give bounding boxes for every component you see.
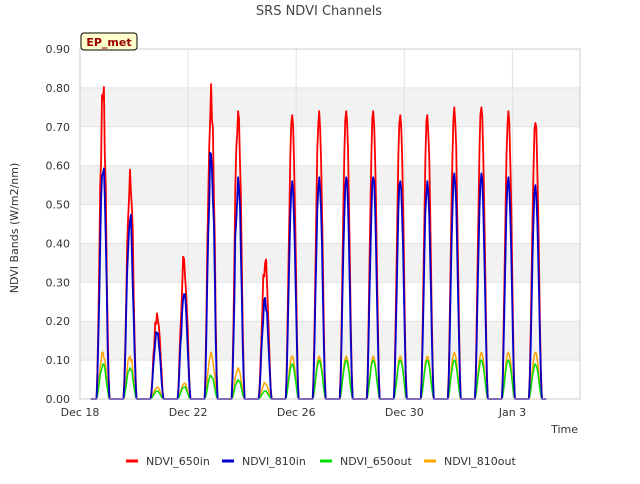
series-line-ndvi-650out: [90, 359, 547, 400]
y-tick-label: 0.10: [46, 354, 71, 367]
y-tick-label: 0.90: [46, 43, 71, 56]
legend-item-ndvi-810out[interactable]: NDVI_810out: [424, 455, 516, 468]
y-axis-ticks: 0.00 0.10 0.20 0.30 0.40 0.50 0.60 0.70 0.80 0.90: [46, 43, 71, 406]
x-axis-ticks: Dec 18 Dec 22 Dec 26 Dec 30 Jan 3: [61, 406, 527, 419]
y-tick-label: 0.00: [46, 393, 71, 406]
y-tick-label: 0.20: [46, 315, 71, 328]
legend-item-ndvi-650in[interactable]: NDVI_650in: [126, 455, 210, 468]
y-tick-label: 0.50: [46, 199, 71, 212]
x-axis-label: Time: [550, 423, 578, 436]
ep-met-badge-box: [80, 32, 138, 51]
plot-band: [80, 165, 580, 205]
legend-label: NDVI_810in: [242, 455, 306, 468]
x-tick-label: Dec 22: [169, 406, 208, 419]
legend-item-ndvi-650out[interactable]: NDVI_650out: [320, 455, 412, 468]
plot-frame: [79, 48, 581, 400]
y-tick-label: 0.40: [46, 237, 71, 250]
chart-title: SRS NDVI Channels: [256, 4, 382, 19]
y-tick-label: 0.80: [46, 82, 71, 95]
series-layer: [90, 83, 547, 400]
y-tick-label: 0.70: [46, 121, 71, 134]
x-tick-label: Dec 18: [61, 406, 100, 419]
legend-label: NDVI_650out: [340, 455, 412, 468]
y-axis-label: NDVI Bands (W/m2/nm): [8, 163, 21, 294]
ep-met-badge: EP_met: [80, 32, 138, 51]
legend-label: NDVI_810out: [444, 455, 516, 468]
legend-label: NDVI_650in: [146, 455, 210, 468]
ep-met-badge-label: EP_met: [86, 36, 131, 49]
x-tick-label: Dec 26: [277, 406, 316, 419]
y-tick-label: 0.30: [46, 276, 71, 289]
plot-background: [80, 87, 580, 361]
x-tick-label: Dec 30: [385, 406, 424, 419]
legend: NDVI_650in NDVI_810in NDVI_650out NDVI_810o…: [126, 455, 516, 468]
series-line-ndvi-810in: [90, 151, 547, 400]
y-tick-label: 0.60: [46, 160, 71, 173]
legend-item-ndvi-810in[interactable]: NDVI_810in: [222, 455, 306, 468]
plot-band: [80, 243, 580, 283]
plot-band: [80, 87, 580, 127]
x-tick-label: Jan 3: [498, 406, 526, 419]
plot-band: [80, 321, 580, 361]
